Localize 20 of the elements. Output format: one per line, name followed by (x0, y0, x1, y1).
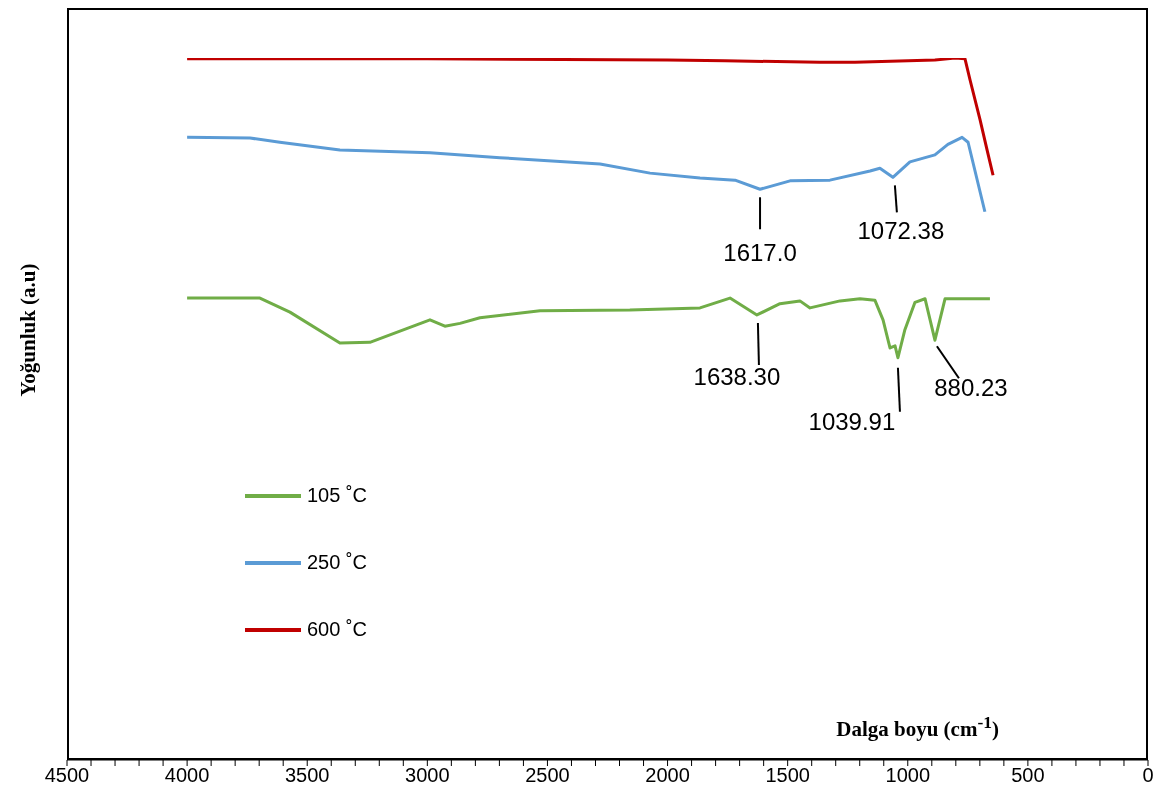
annotation: 1072.38 (857, 217, 945, 245)
x-tick-label: 3500 (284, 764, 330, 787)
x-tick-label: 4500 (44, 764, 90, 787)
legend-label: 600 ˚C (307, 618, 368, 641)
x-tick-label: 0 (1142, 764, 1154, 787)
x-tick-label: 3000 (405, 764, 450, 787)
legend-label: 250 ˚C (307, 551, 368, 574)
annotation: 1638.30 (693, 362, 781, 390)
annotation: 880.23 (934, 374, 1008, 402)
x-tick-label: 2500 (525, 764, 570, 787)
x-tick-label: 2000 (645, 764, 690, 787)
x-tick-label: 4000 (164, 764, 210, 787)
annotation: 1617.0 (723, 239, 797, 267)
annotation: 1039.91 (808, 407, 896, 435)
x-tick-label: 1500 (765, 764, 810, 787)
legend-label: 105 ˚C (307, 484, 368, 507)
y-axis-title: Yoğunluk (a.u) (15, 263, 41, 397)
x-tick-label: 1000 (885, 764, 931, 787)
x-axis-title: Dalga boyu (cm$^{-1}$) (836, 712, 999, 742)
x-tick-label: 500 (1011, 764, 1045, 787)
